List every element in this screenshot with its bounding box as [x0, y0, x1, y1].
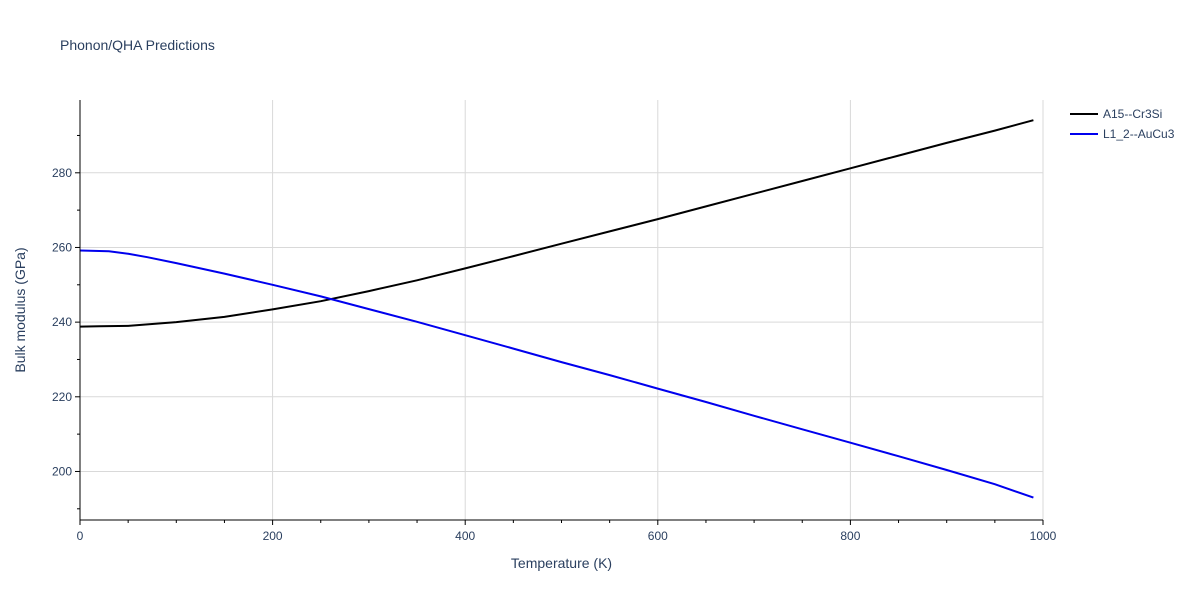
- x-tick-label: 600: [648, 529, 668, 543]
- series-line: [79, 249, 1034, 499]
- y-tick-label: 260: [52, 240, 72, 254]
- legend-label: L1_2--AuCu3: [1103, 127, 1175, 141]
- y-tick-label: 220: [52, 390, 72, 404]
- y-tick-label: 280: [52, 166, 72, 180]
- chart-title: Phonon/QHA Predictions: [60, 37, 215, 53]
- plot-area: [79, 119, 1034, 499]
- x-axis-title: Temperature (K): [511, 555, 612, 571]
- x-tick-label: 0: [77, 529, 84, 543]
- x-tick-label: 400: [455, 529, 475, 543]
- axes: 0 200 400 600 800 1000 200 220 240 260 280: [52, 100, 1057, 543]
- x-tick-label: 1000: [1030, 529, 1057, 543]
- gridlines: [80, 100, 1044, 520]
- legend[interactable]: A15--Cr3Si L1_2--AuCu3: [1070, 107, 1175, 141]
- x-tick-label: 800: [840, 529, 860, 543]
- y-tick-label: 200: [52, 464, 72, 478]
- legend-label: A15--Cr3Si: [1103, 107, 1162, 121]
- y-tick-label: 240: [52, 315, 72, 329]
- x-tick-label: 200: [263, 529, 283, 543]
- series-line: [79, 119, 1034, 328]
- y-axis-title: Bulk modulus (GPa): [12, 247, 28, 372]
